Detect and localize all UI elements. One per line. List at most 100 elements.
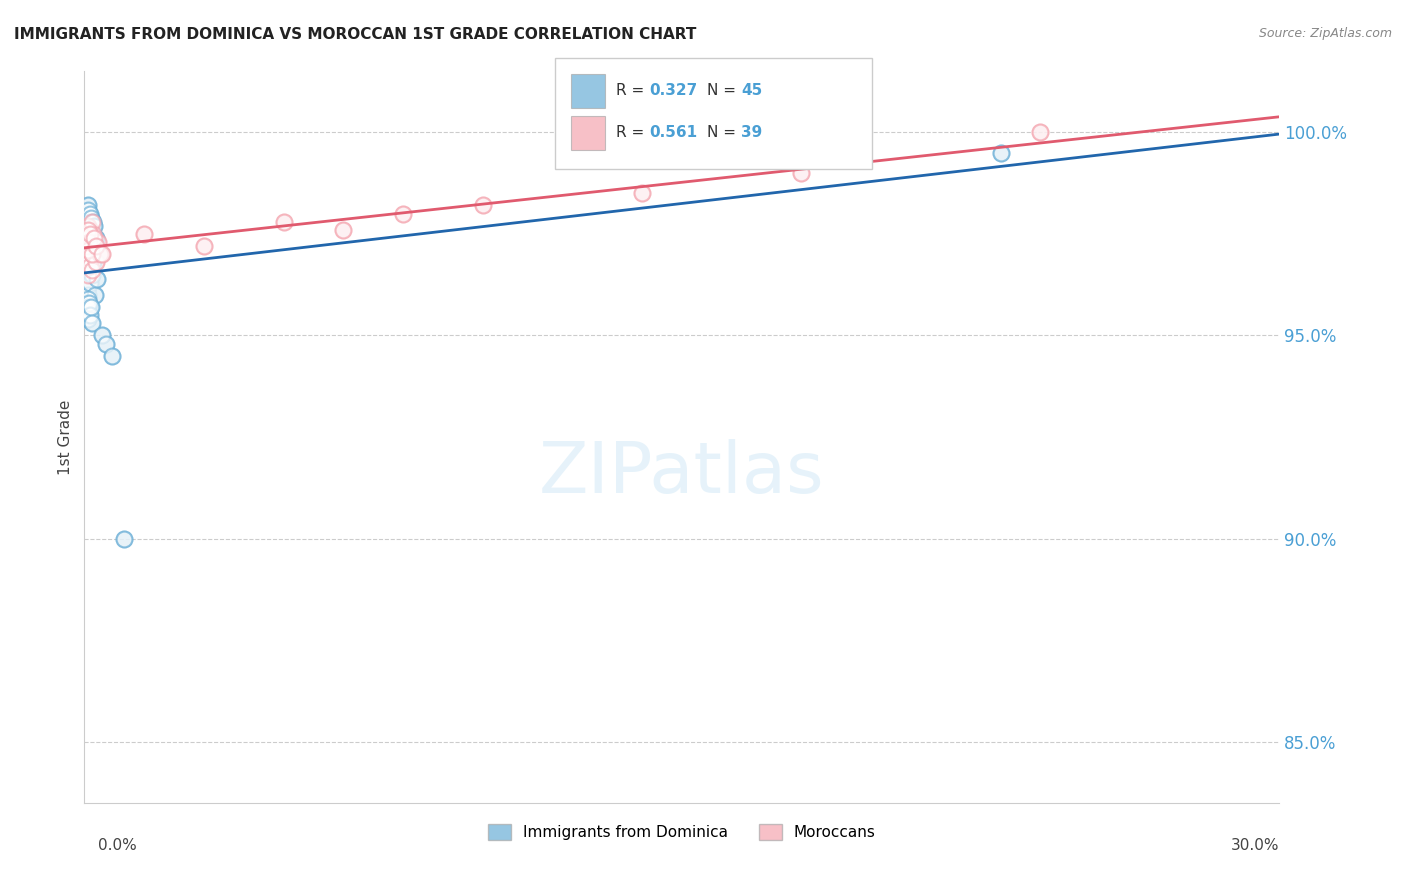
Point xyxy=(76,198,98,212)
Point xyxy=(87,235,110,249)
Point xyxy=(76,296,98,310)
Point xyxy=(77,202,100,217)
Point xyxy=(77,223,100,237)
Point xyxy=(79,227,101,241)
Point xyxy=(87,235,110,249)
Point xyxy=(80,268,103,282)
Point xyxy=(82,247,104,261)
Point xyxy=(790,166,813,180)
Point xyxy=(77,300,100,314)
Y-axis label: 1st Grade: 1st Grade xyxy=(58,400,73,475)
Point xyxy=(79,227,101,241)
Point xyxy=(79,260,101,274)
Point xyxy=(990,145,1012,160)
Point xyxy=(79,215,101,229)
Point xyxy=(80,268,103,282)
Point xyxy=(82,227,104,241)
Point xyxy=(79,206,101,220)
Point xyxy=(80,235,103,249)
Point xyxy=(83,219,105,233)
Point xyxy=(83,231,105,245)
Point xyxy=(77,247,100,261)
Point xyxy=(83,219,105,233)
Text: 39: 39 xyxy=(741,126,762,140)
Point xyxy=(76,255,98,269)
Point xyxy=(76,255,98,269)
Point xyxy=(80,215,103,229)
Point xyxy=(332,223,354,237)
Point xyxy=(75,308,97,322)
Point xyxy=(76,304,98,318)
Point xyxy=(77,288,100,302)
Point xyxy=(83,239,105,253)
Point xyxy=(471,198,494,212)
Point xyxy=(112,532,135,546)
Point xyxy=(80,215,103,229)
Point xyxy=(82,255,104,269)
Text: R =: R = xyxy=(616,84,650,98)
Point xyxy=(76,239,98,253)
Point xyxy=(82,263,104,277)
Point xyxy=(77,268,100,282)
Point xyxy=(80,316,103,330)
Point xyxy=(112,532,135,546)
Point xyxy=(82,239,104,253)
Point xyxy=(84,288,107,302)
Point xyxy=(75,227,97,241)
Point xyxy=(77,288,100,302)
Point xyxy=(471,198,494,212)
Point xyxy=(76,235,98,249)
Point xyxy=(79,308,101,322)
Point xyxy=(96,336,118,351)
Point xyxy=(77,231,100,245)
Point xyxy=(77,211,100,225)
Point xyxy=(631,186,654,201)
Point xyxy=(82,255,104,269)
Point xyxy=(80,211,103,225)
Point xyxy=(82,227,104,241)
Point xyxy=(77,202,100,217)
Point xyxy=(77,260,100,274)
Point xyxy=(77,260,100,274)
Point xyxy=(76,198,98,212)
Point xyxy=(75,308,97,322)
Point xyxy=(86,239,108,253)
Point xyxy=(75,215,97,229)
Point xyxy=(80,239,103,253)
Point xyxy=(77,243,100,257)
Point xyxy=(91,247,114,261)
Text: R =: R = xyxy=(616,126,650,140)
Point xyxy=(1029,125,1052,139)
Point xyxy=(82,239,104,253)
Point xyxy=(77,296,100,310)
Point xyxy=(75,268,97,282)
Point xyxy=(86,255,108,269)
Point xyxy=(80,223,103,237)
Point xyxy=(84,231,107,245)
Point xyxy=(75,231,97,245)
Point xyxy=(392,206,415,220)
Point xyxy=(83,235,105,249)
Point xyxy=(76,255,98,269)
Point xyxy=(101,349,124,363)
Point xyxy=(76,223,98,237)
Point xyxy=(82,227,104,241)
Point xyxy=(77,296,100,310)
Point xyxy=(76,279,98,293)
Point xyxy=(76,206,98,220)
Point xyxy=(77,219,100,233)
Point xyxy=(76,239,98,253)
Point xyxy=(77,247,100,261)
Legend: Immigrants from Dominica, Moroccans: Immigrants from Dominica, Moroccans xyxy=(482,818,882,847)
Point xyxy=(80,247,103,261)
Point xyxy=(332,223,354,237)
Point xyxy=(76,292,98,306)
Point xyxy=(77,312,100,326)
Text: 0.327: 0.327 xyxy=(650,84,697,98)
Point xyxy=(79,206,101,220)
Text: 45: 45 xyxy=(741,84,762,98)
Text: Source: ZipAtlas.com: Source: ZipAtlas.com xyxy=(1258,27,1392,40)
Point xyxy=(79,308,101,322)
Point xyxy=(79,223,101,237)
Text: 0.0%: 0.0% xyxy=(98,838,138,854)
